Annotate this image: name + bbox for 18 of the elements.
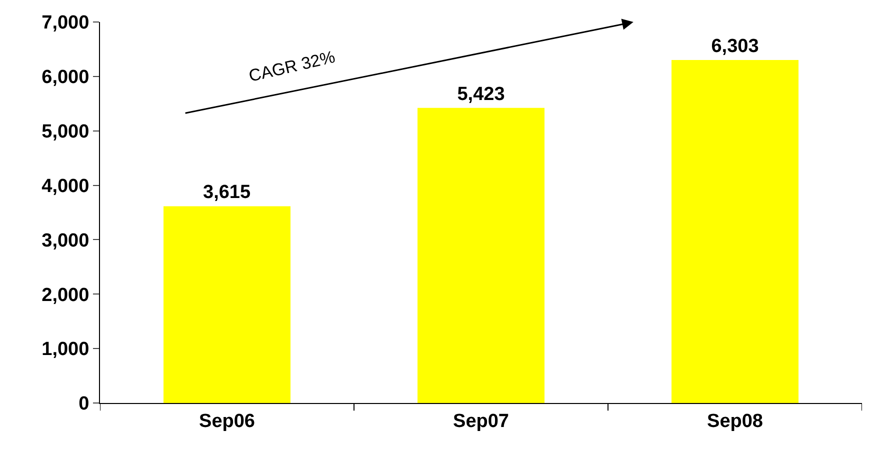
data-label: 5,423 bbox=[457, 84, 505, 105]
bar bbox=[164, 206, 290, 403]
x-tick-label: Sep07 bbox=[453, 410, 509, 432]
y-tick-label: 6,000 bbox=[42, 67, 90, 88]
bar bbox=[418, 108, 544, 403]
y-tick-label: 2,000 bbox=[42, 284, 90, 306]
y-tick-label: 0 bbox=[78, 394, 90, 415]
y-tick-label: 5,000 bbox=[42, 122, 90, 143]
bar bbox=[672, 60, 798, 403]
y-tick-label: 1,000 bbox=[42, 339, 90, 360]
annotation: CAGR 32% bbox=[247, 47, 337, 86]
y-tick-label: 7,000 bbox=[42, 12, 90, 34]
data-label: 3,615 bbox=[203, 182, 251, 204]
y-tick-label: 3,000 bbox=[42, 230, 90, 252]
data-label: 6,303 bbox=[711, 36, 759, 57]
x-tick-label: Sep08 bbox=[707, 410, 763, 432]
x-tick-label: Sep06 bbox=[199, 410, 255, 432]
y-tick-label: 4,000 bbox=[42, 176, 90, 197]
